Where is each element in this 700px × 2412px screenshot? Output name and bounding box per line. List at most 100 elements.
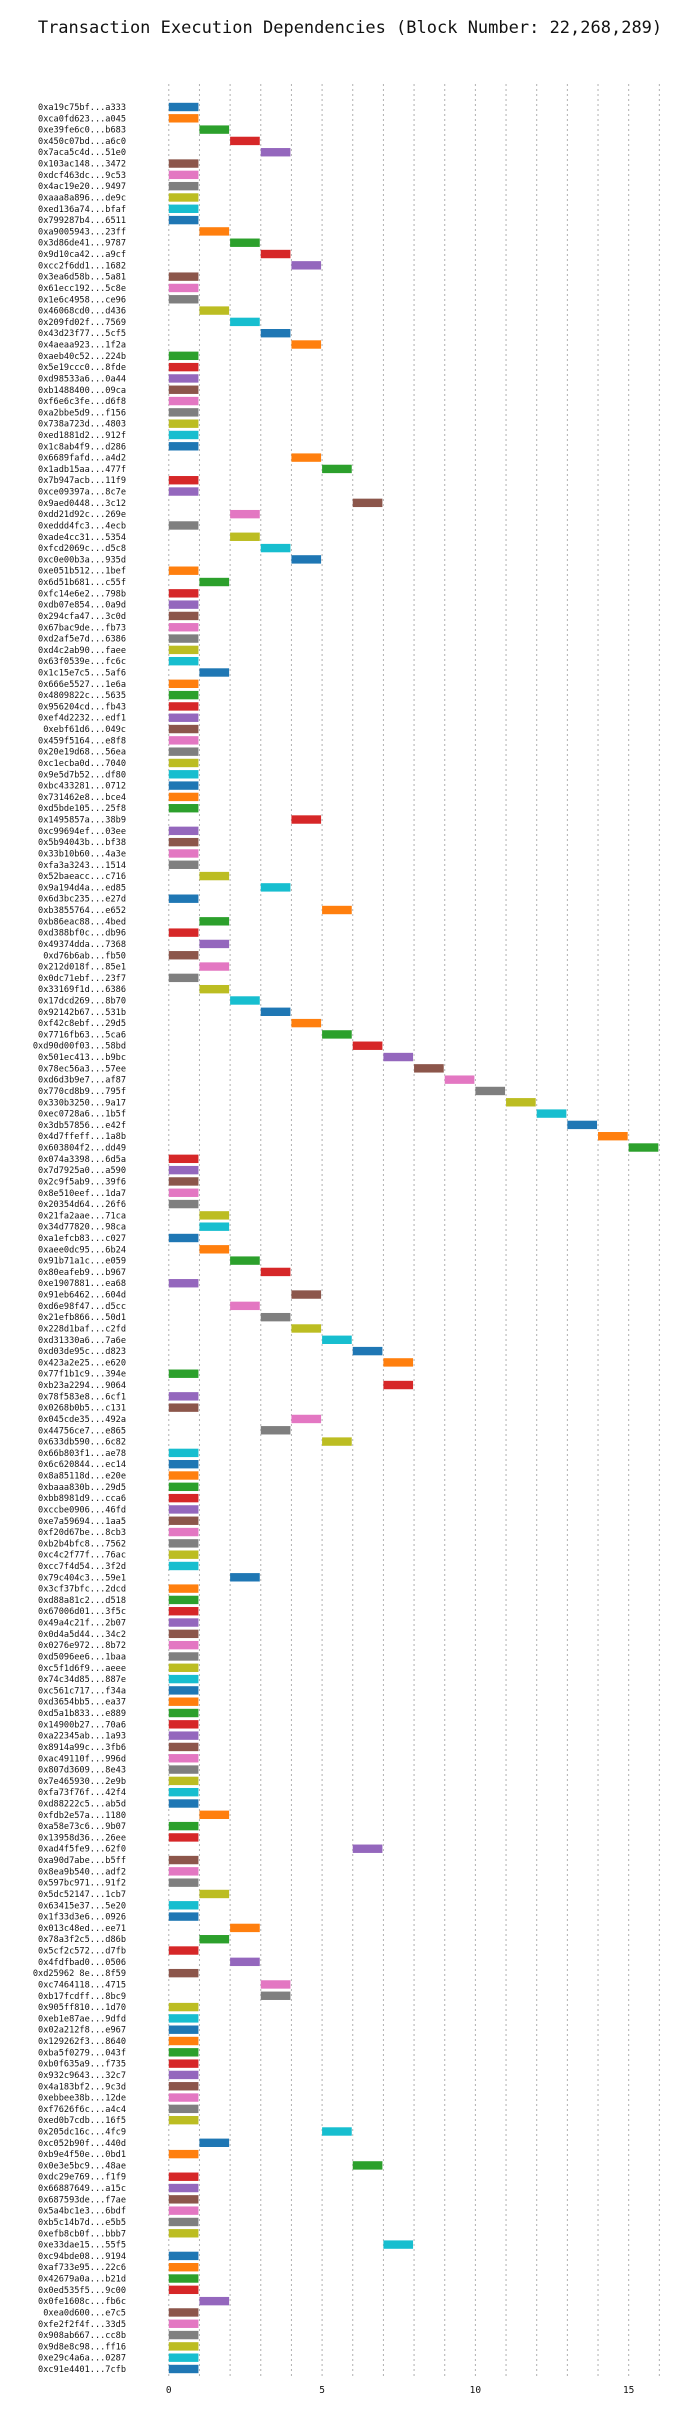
transaction-bar	[383, 1052, 414, 1062]
transaction-bar	[168, 781, 199, 790]
transaction-bar	[168, 1460, 199, 1469]
transaction-bar	[260, 1312, 291, 1322]
y-tick-label: 0x49a4c21f...2b07	[38, 1619, 126, 1629]
y-tick-label: 0x0dc71ebf...23f7	[38, 974, 126, 984]
transaction-bar	[168, 1833, 199, 1842]
y-tick-label: 0x4ac19e20...9497	[38, 182, 126, 192]
y-tick-label: 0x21efb866...50d1	[38, 1313, 126, 1323]
transaction-bar	[199, 1222, 230, 1231]
transaction-bar	[168, 724, 199, 734]
transaction-bar	[168, 2082, 199, 2091]
y-tick-label: 0xfe2f2f4f...33d5	[38, 2320, 126, 2330]
y-tick-label: 0x9d8e8c98...ff16	[38, 2342, 126, 2352]
transaction-bar	[168, 2206, 199, 2215]
transaction-bar	[230, 1923, 260, 1933]
y-tick-label: 0xb5c14b7d...e5b5	[38, 2218, 126, 2228]
y-tick-label: 0x074a3398...6d5a	[38, 1155, 126, 1165]
y-tick-label: 0xd6e98f47...d5cc	[38, 1302, 126, 1312]
transaction-bar	[168, 2036, 199, 2046]
transaction-bar	[199, 871, 230, 881]
y-tick-label: 0x9d10ca42...a9cf	[38, 250, 126, 260]
transaction-bar	[352, 1346, 383, 1356]
y-tick-label: 0xa19c75bf...a333	[38, 103, 126, 113]
transaction-bar	[168, 1539, 199, 1548]
transaction-bar	[168, 1165, 199, 1175]
y-tick-label: 0xd3654bb5...ea37	[38, 1698, 126, 1708]
y-tick-label: 0xb2b4bfc8...7562	[38, 1539, 126, 1549]
transaction-bar	[322, 1030, 352, 1039]
transaction-bar	[230, 1957, 260, 1967]
y-tick-label: 0xa9005943...23ff	[38, 227, 126, 237]
transaction-bar	[168, 1471, 199, 1480]
y-tick-label: 0x4fdfbad0...0506	[38, 1958, 126, 1968]
transaction-bar	[168, 1607, 199, 1616]
y-tick-label: 0xd5bde105...25f8	[38, 804, 126, 814]
transaction-bar	[168, 351, 199, 361]
transaction-bar	[444, 1075, 475, 1084]
transaction-bar	[168, 1742, 199, 1752]
y-tick-label: 0x80eafeb9...b967	[38, 1268, 126, 1278]
transaction-bar	[168, 860, 199, 869]
y-tick-label: 0xaee0dc95...6b24	[38, 1245, 126, 1255]
y-tick-label: 0x6d3bc235...e27d	[38, 895, 126, 905]
transaction-bar	[168, 2025, 199, 2034]
transaction-bar	[383, 2240, 414, 2249]
transaction-bar	[168, 928, 199, 937]
y-tick-label: 0x212d018f...85e1	[38, 963, 126, 973]
y-tick-label: 0x42679a0a...b21d	[38, 2275, 126, 2285]
transaction-bar	[168, 102, 199, 112]
transaction-bar	[199, 984, 230, 994]
y-tick-label: 0x0ed535f5...9c00	[38, 2286, 126, 2296]
transaction-bar	[199, 227, 230, 236]
transaction-bar	[230, 509, 260, 519]
transaction-bar	[168, 1527, 199, 1537]
y-tick-label: 0x5e19ccc0...8fde	[38, 363, 126, 373]
y-tick-label: 0x43d23f77...5cf5	[38, 329, 126, 339]
y-tick-label: 0x7aca5c4d...51e0	[38, 148, 126, 158]
transaction-bar	[168, 193, 199, 202]
transaction-bar	[199, 668, 230, 677]
y-tick-label: 0xad4f5fe9...62f0	[38, 1845, 126, 1855]
y-tick-label: 0xa1efcb83...c027	[38, 1234, 126, 1244]
transaction-bar	[168, 419, 199, 428]
transaction-bar	[168, 2342, 199, 2351]
transaction-bar	[168, 1901, 199, 1910]
y-tick-label: 0x33169f1d...6386	[38, 985, 126, 995]
y-tick-label: 0x205dc16c...4fc9	[38, 2127, 126, 2137]
transaction-bar	[168, 1561, 199, 1571]
transaction-bar	[168, 2308, 199, 2317]
y-tick-label: 0xf6e6c3fe...d6f8	[38, 397, 126, 407]
y-tick-label: 0x501ec413...b9bc	[38, 1053, 126, 1063]
transaction-bar	[168, 894, 199, 903]
transaction-bar	[260, 1980, 291, 1989]
transaction-bar	[352, 1041, 383, 1050]
transaction-bar	[168, 2070, 199, 2080]
transaction-bar	[291, 1324, 322, 1333]
transaction-bar	[168, 1618, 199, 1627]
transaction-bar	[168, 362, 199, 372]
transaction-bar	[291, 340, 322, 349]
transaction-bar	[168, 1516, 199, 1525]
y-tick-label: 0x045cde35...492a	[38, 1415, 126, 1425]
transaction-bar	[168, 1595, 199, 1605]
y-tick-label: 0x770cd8b9...795f	[38, 1087, 126, 1097]
y-tick-label: 0xd90d00f03...58bd	[33, 1042, 126, 1052]
transaction-bar	[260, 329, 291, 338]
transaction-bar	[260, 543, 291, 553]
y-tick-label: 0x44756ce7...e865	[38, 1426, 126, 1436]
y-tick-label: 0xd03de95c...d823	[38, 1347, 126, 1357]
transaction-bar	[322, 2127, 352, 2136]
transaction-bar	[168, 408, 199, 417]
y-tick-label: 0x807d3609...8e43	[38, 1766, 126, 1776]
transaction-bar	[168, 170, 199, 180]
y-tick-label: 0x450c07bd...a6c0	[38, 137, 126, 147]
transaction-bar	[475, 1086, 506, 1096]
transaction-bar	[199, 2138, 230, 2147]
transaction-bar	[168, 295, 199, 304]
y-tick-label: 0x74c34d85...887e	[38, 1675, 126, 1685]
transaction-bar	[199, 939, 230, 949]
y-tick-label: 0x78ec56a3...57ee	[38, 1064, 126, 1074]
transaction-bar	[291, 815, 322, 824]
transaction-bar	[168, 272, 199, 281]
y-tick-label: 0x5b94043b...bf38	[38, 838, 126, 848]
